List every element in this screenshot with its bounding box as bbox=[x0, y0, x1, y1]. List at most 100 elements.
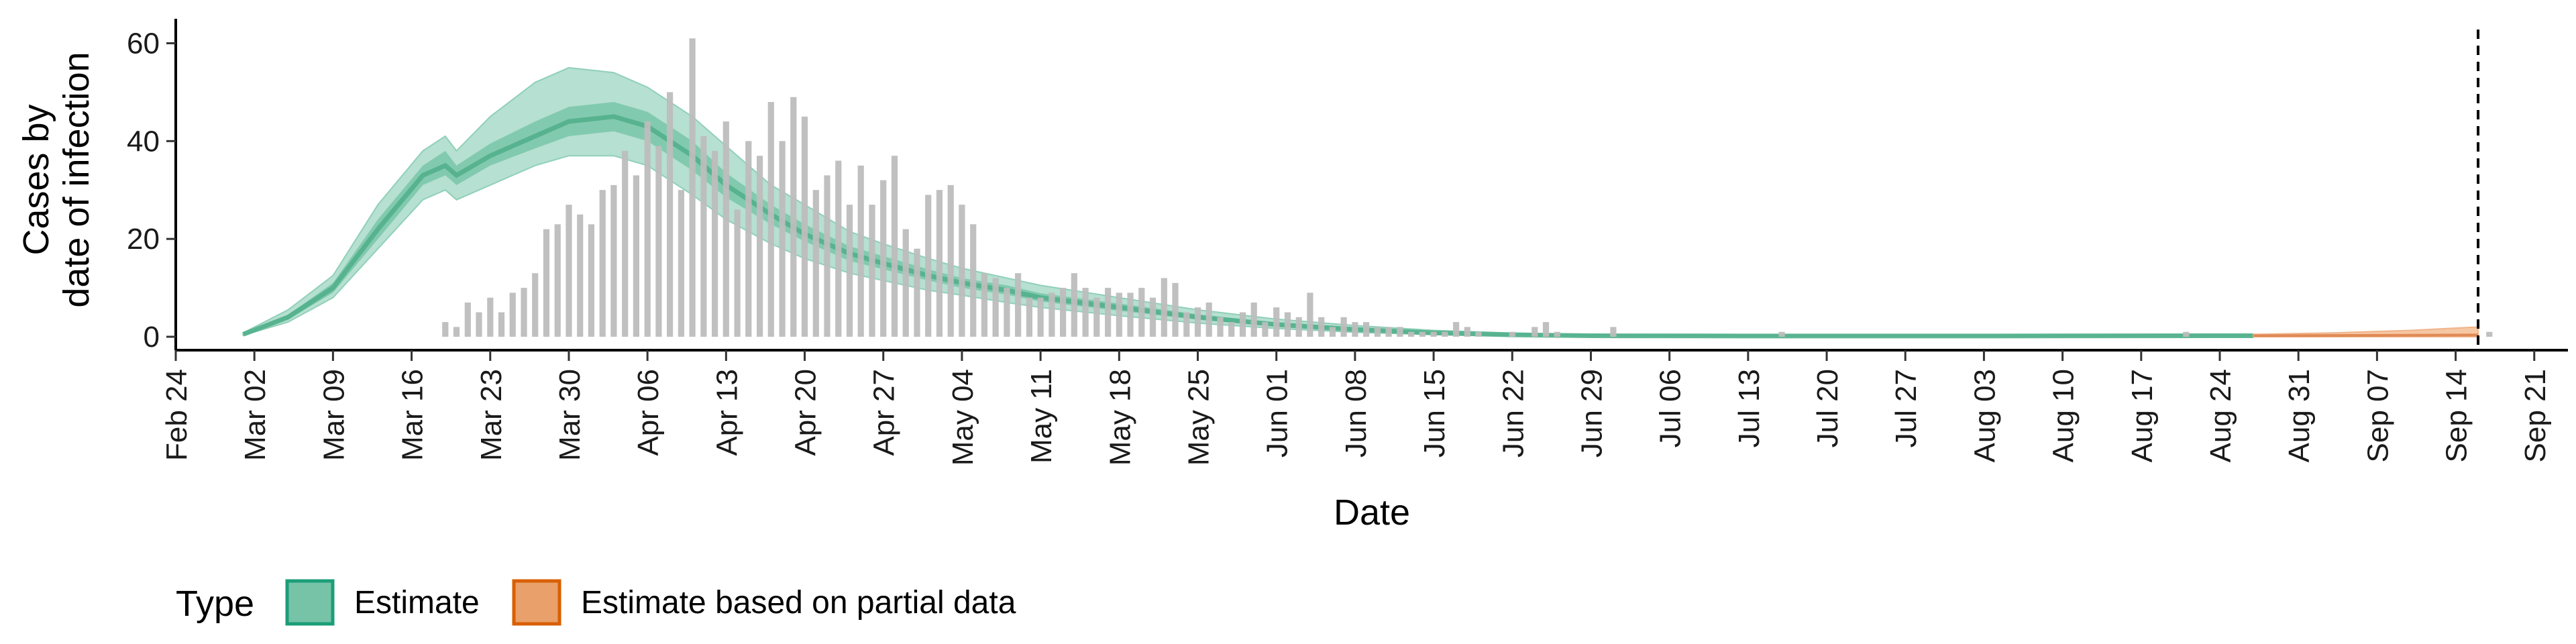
x-tick-label: Jul 20 bbox=[1811, 369, 1844, 447]
reported-case-bar bbox=[1273, 307, 1280, 337]
reported-case-bar bbox=[1060, 288, 1067, 337]
reported-case-bar bbox=[1239, 312, 1246, 337]
x-tick-label: Mar 30 bbox=[553, 369, 586, 461]
reported-case-bar bbox=[588, 224, 594, 337]
reported-case-bar bbox=[1509, 331, 1515, 337]
reported-case-bar bbox=[1352, 322, 1358, 337]
reported-case-bar bbox=[487, 297, 494, 337]
x-tick-label: Sep 14 bbox=[2440, 369, 2473, 462]
reported-case-bar bbox=[1172, 282, 1179, 337]
reported-case-bar bbox=[633, 175, 639, 337]
x-axis-title: Date bbox=[1334, 492, 1410, 533]
y-axis-title-line2: date of infection bbox=[56, 52, 97, 307]
reported-case-bar bbox=[1318, 317, 1325, 337]
x-tick-label: Aug 03 bbox=[1968, 369, 2001, 462]
reported-case-bar bbox=[655, 146, 662, 337]
x-tick-label: Mar 23 bbox=[475, 369, 508, 461]
x-tick-label: May 04 bbox=[947, 369, 979, 466]
x-tick-label: Mar 02 bbox=[239, 369, 272, 461]
x-tick-label: Jun 29 bbox=[1575, 369, 1608, 458]
reported-case-bar bbox=[521, 288, 527, 337]
reported-case-bar bbox=[509, 292, 516, 337]
reported-case-bar bbox=[1149, 297, 1157, 337]
reported-case-bar bbox=[970, 224, 977, 337]
reported-case-bar bbox=[1284, 312, 1291, 337]
reported-case-bar bbox=[1778, 331, 1785, 337]
reported-case-bar bbox=[712, 150, 718, 337]
reported-case-bar bbox=[1430, 331, 1437, 337]
reported-case-bar bbox=[1015, 273, 1022, 337]
reported-case-bar bbox=[1385, 327, 1392, 337]
reported-case-bar bbox=[1295, 317, 1302, 337]
reported-case-bar bbox=[959, 205, 965, 337]
x-tick-label: Jun 08 bbox=[1340, 369, 1373, 458]
axes: 0 20 40 60 Feb 24 Mar 02 Mar 09 Mar 16 Mar 23 Mar… bbox=[127, 19, 2568, 466]
reported-cases-bars bbox=[442, 38, 2493, 337]
reported-case-bar bbox=[1250, 303, 1257, 337]
reported-case-bar bbox=[577, 214, 584, 337]
reported-case-bar bbox=[599, 190, 606, 337]
reported-case-bar bbox=[891, 156, 898, 337]
x-tick-label: Aug 17 bbox=[2126, 369, 2159, 462]
reported-case-bar bbox=[1183, 312, 1190, 337]
reported-case-bar bbox=[1329, 327, 1336, 337]
legend-title: Type bbox=[176, 584, 254, 624]
x-tick-label: Apr 13 bbox=[710, 369, 743, 456]
x-tick-label: Aug 31 bbox=[2283, 369, 2316, 462]
reported-case-bar bbox=[1217, 317, 1224, 337]
y-tick-label: 0 bbox=[144, 321, 160, 354]
reported-case-bar bbox=[1374, 327, 1381, 337]
reported-case-bar bbox=[914, 248, 920, 337]
reported-case-bar bbox=[1037, 297, 1044, 337]
reported-case-bar bbox=[1542, 322, 1550, 337]
reported-case-bar bbox=[812, 190, 819, 337]
legend-label-partial: Estimate based on partial data bbox=[581, 585, 1016, 621]
reported-case-bar bbox=[1554, 331, 1560, 337]
reported-case-bar bbox=[1363, 322, 1370, 337]
reported-case-bar bbox=[779, 141, 786, 337]
reported-case-bar bbox=[667, 92, 674, 337]
reported-case-bar bbox=[689, 38, 696, 337]
reported-case-bar bbox=[1138, 288, 1145, 337]
reported-case-bar bbox=[1408, 331, 1415, 337]
reported-case-bar bbox=[554, 224, 561, 337]
reported-case-bar bbox=[1464, 327, 1470, 337]
reported-case-bar bbox=[442, 322, 449, 337]
y-axis-title-line1: Cases by bbox=[16, 104, 56, 255]
partial-estimate-layer bbox=[2253, 326, 2479, 337]
x-tick-label: Mar 16 bbox=[396, 369, 429, 461]
reported-case-bar bbox=[846, 205, 853, 337]
reported-case-bar bbox=[2486, 331, 2493, 337]
reported-case-bar bbox=[453, 327, 460, 337]
x-tick-label: Sep 07 bbox=[2361, 369, 2394, 462]
x-tick-label: May 11 bbox=[1025, 369, 1058, 464]
reported-case-bar bbox=[476, 312, 482, 337]
reported-case-bar bbox=[1442, 331, 1448, 337]
reported-case-bar bbox=[1105, 288, 1112, 337]
reported-case-bar bbox=[757, 156, 763, 337]
x-tick-label: Jun 22 bbox=[1497, 369, 1529, 458]
reported-case-bar bbox=[947, 184, 954, 337]
y-tick-label: 60 bbox=[127, 27, 160, 60]
reported-case-bar bbox=[1453, 322, 1460, 337]
reported-case-bar bbox=[767, 102, 774, 337]
x-tick-label: Sep 21 bbox=[2519, 369, 2552, 462]
plot-area bbox=[242, 30, 2493, 350]
x-tick-label: Aug 24 bbox=[2204, 369, 2237, 462]
x-tick-label: Aug 10 bbox=[2047, 369, 2080, 462]
reported-case-bar bbox=[498, 312, 505, 337]
reported-case-bar bbox=[1397, 327, 1403, 337]
reported-case-bar bbox=[1194, 307, 1201, 337]
reported-case-bar bbox=[1071, 273, 1077, 337]
reported-case-bar bbox=[824, 175, 830, 337]
reported-case-bar bbox=[1532, 327, 1538, 337]
reported-case-bar bbox=[1262, 322, 1269, 337]
legend: Type Estimate Estimate based on partial … bbox=[176, 579, 1016, 626]
reported-case-bar bbox=[1116, 292, 1122, 337]
reported-case-bar bbox=[1026, 297, 1032, 337]
reported-case-bar bbox=[1228, 322, 1235, 337]
reported-case-bar bbox=[745, 141, 752, 337]
x-tick-label: Jun 01 bbox=[1261, 369, 1294, 458]
legend-key-partial bbox=[512, 579, 561, 626]
